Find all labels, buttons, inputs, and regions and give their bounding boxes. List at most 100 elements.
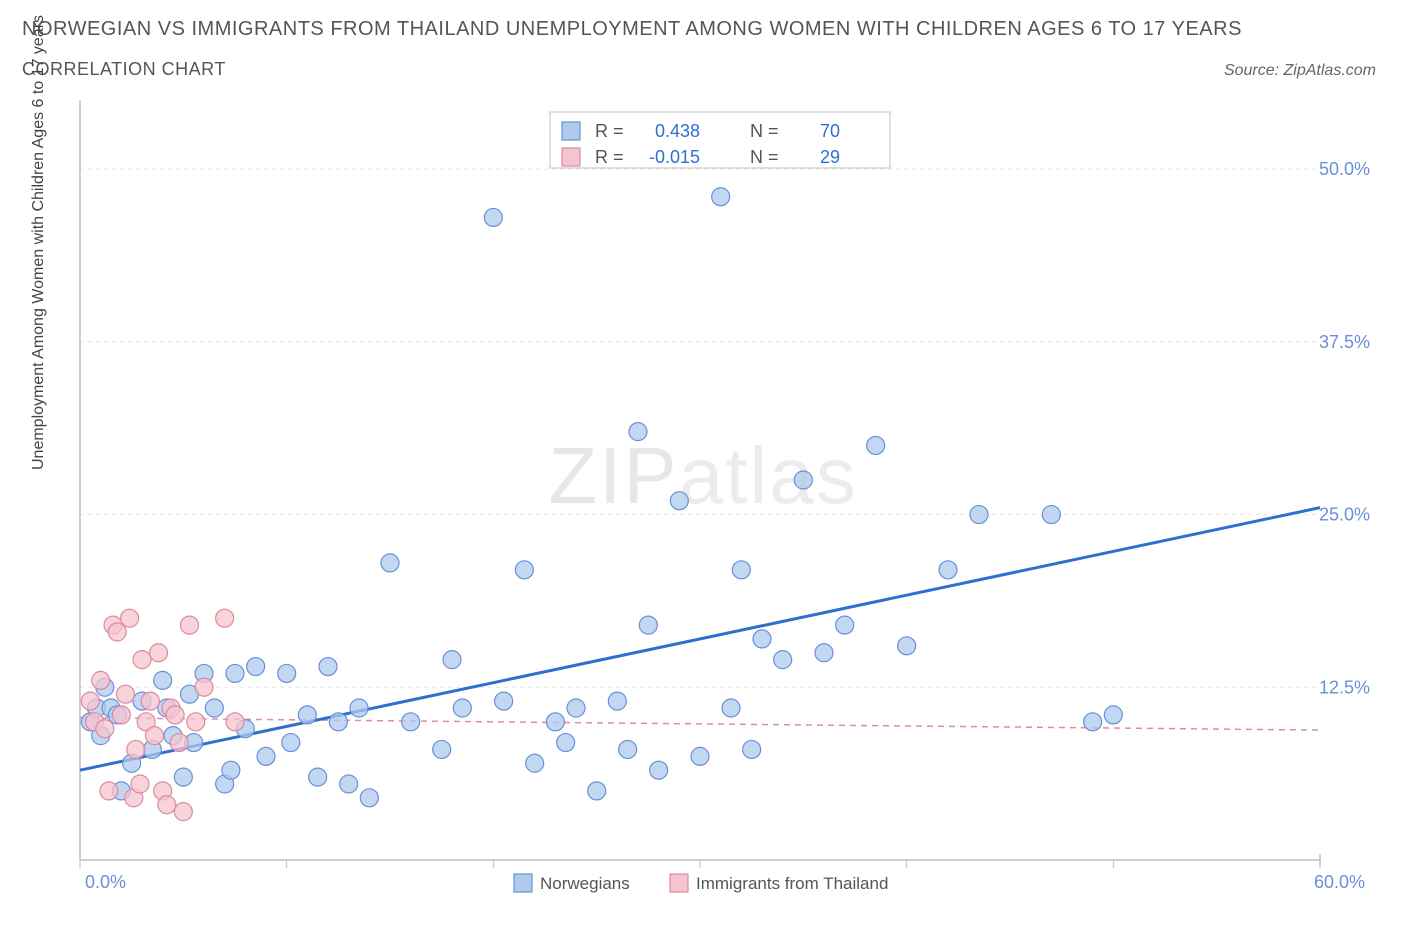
- data-point: [309, 768, 327, 786]
- correlation-chart: 12.5% 25.0% 37.5% 50.0% R = 0.438 N = 70 R = -0.0…: [0, 90, 1406, 930]
- data-point: [484, 208, 502, 226]
- data-point: [402, 713, 420, 731]
- data-point: [81, 692, 99, 710]
- data-point: [619, 740, 637, 758]
- legend-swatch: [562, 122, 580, 140]
- data-point: [340, 775, 358, 793]
- data-point: [131, 775, 149, 793]
- data-point: [174, 768, 192, 786]
- data-point: [108, 623, 126, 641]
- data-point: [216, 609, 234, 627]
- legend-label: Immigrants from Thailand: [696, 874, 888, 893]
- data-point: [1104, 706, 1122, 724]
- stats-r-label: R =: [595, 147, 624, 167]
- data-point: [433, 740, 451, 758]
- data-point: [515, 561, 533, 579]
- data-point: [732, 561, 750, 579]
- data-point: [278, 664, 296, 682]
- data-point: [526, 754, 544, 772]
- data-point: [174, 803, 192, 821]
- data-point: [546, 713, 564, 731]
- y-tick-label: 12.5%: [1319, 677, 1370, 697]
- data-point: [298, 706, 316, 724]
- data-point: [567, 699, 585, 717]
- stats-n-value: 70: [820, 121, 840, 141]
- data-point: [453, 699, 471, 717]
- data-point: [145, 727, 163, 745]
- data-point: [195, 678, 213, 696]
- data-point: [257, 747, 275, 765]
- stats-r-label: R =: [595, 121, 624, 141]
- data-point: [774, 651, 792, 669]
- legend-swatch: [670, 874, 688, 892]
- data-point: [753, 630, 771, 648]
- data-point: [712, 188, 730, 206]
- data-point: [360, 789, 378, 807]
- data-point: [722, 699, 740, 717]
- x-label-right: 60.0%: [1314, 872, 1365, 892]
- stats-r-value: -0.015: [649, 147, 700, 167]
- data-point: [629, 423, 647, 441]
- data-point: [639, 616, 657, 634]
- trend-line: [80, 508, 1320, 771]
- data-point: [116, 685, 134, 703]
- data-point: [96, 720, 114, 738]
- legend-label: Norwegians: [540, 874, 630, 893]
- data-point: [226, 713, 244, 731]
- data-point: [443, 651, 461, 669]
- data-point: [691, 747, 709, 765]
- legend-swatch: [562, 148, 580, 166]
- stats-n-label: N =: [750, 121, 779, 141]
- data-point: [226, 664, 244, 682]
- y-tick-label: 25.0%: [1319, 505, 1370, 525]
- stats-n-label: N =: [750, 147, 779, 167]
- stats-n-value: 29: [820, 147, 840, 167]
- stats-r-value: 0.438: [655, 121, 700, 141]
- data-point: [170, 734, 188, 752]
- data-point: [495, 692, 513, 710]
- data-point: [557, 734, 575, 752]
- source-text: Source: ZipAtlas.com: [1224, 62, 1376, 80]
- data-point: [187, 713, 205, 731]
- data-point: [1042, 506, 1060, 524]
- data-point: [350, 699, 368, 717]
- data-point: [650, 761, 668, 779]
- data-point: [670, 492, 688, 510]
- data-point: [319, 658, 337, 676]
- data-point: [205, 699, 223, 717]
- data-point: [133, 651, 151, 669]
- data-point: [121, 609, 139, 627]
- data-point: [794, 471, 812, 489]
- data-point: [247, 658, 265, 676]
- data-point: [150, 644, 168, 662]
- data-point: [141, 692, 159, 710]
- data-point: [92, 671, 110, 689]
- data-point: [181, 616, 199, 634]
- data-point: [588, 782, 606, 800]
- data-point: [970, 506, 988, 524]
- data-point: [166, 706, 184, 724]
- y-tick-label: 50.0%: [1319, 159, 1370, 179]
- data-point: [743, 740, 761, 758]
- data-point: [815, 644, 833, 662]
- data-point: [898, 637, 916, 655]
- x-label-left: 0.0%: [85, 872, 126, 892]
- data-point: [154, 671, 172, 689]
- data-point: [381, 554, 399, 572]
- data-point: [608, 692, 626, 710]
- data-point: [127, 740, 145, 758]
- data-point: [1084, 713, 1102, 731]
- chart-subtitle: CORRELATION CHART: [22, 59, 226, 80]
- data-point: [112, 706, 130, 724]
- data-point: [158, 796, 176, 814]
- data-point: [222, 761, 240, 779]
- legend-swatch: [514, 874, 532, 892]
- data-point: [939, 561, 957, 579]
- data-point: [282, 734, 300, 752]
- data-point: [100, 782, 118, 800]
- page-title: NORWEGIAN VS IMMIGRANTS FROM THAILAND UN…: [22, 18, 1406, 41]
- data-point: [329, 713, 347, 731]
- y-tick-label: 37.5%: [1319, 332, 1370, 352]
- data-point: [836, 616, 854, 634]
- trend-line: [80, 718, 1320, 730]
